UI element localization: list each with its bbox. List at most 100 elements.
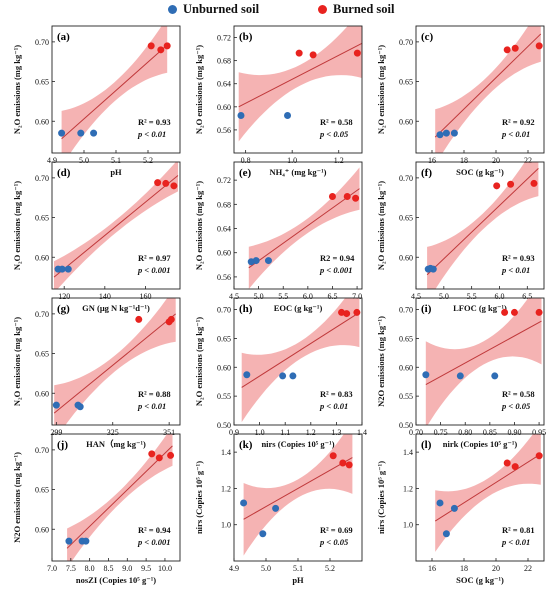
confidence-band: [425, 298, 542, 425]
plot-area: [243, 434, 353, 556]
p-value-label: p < 0.05: [319, 537, 349, 547]
fit-line: [248, 188, 360, 269]
y-tick-label: 0.70: [35, 174, 49, 183]
burned-point: [162, 179, 170, 187]
burned-point: [154, 179, 162, 187]
x-axis-label: LFOC (g kg⁻¹): [453, 303, 507, 313]
x-tick-label: 0.8: [241, 156, 251, 165]
y-axis-label: N₂O emissions (mg kg⁻¹): [194, 181, 204, 270]
y-tick-label: 0.60: [35, 525, 49, 534]
x-tick-label: 5.0: [79, 156, 89, 165]
panel-label: (k): [239, 439, 253, 451]
unburned-point: [65, 537, 73, 545]
burned-point: [535, 42, 543, 50]
panel-label: (d): [57, 167, 71, 179]
unburned-point: [243, 371, 251, 379]
x-tick-label: 7.0: [352, 292, 362, 301]
y-tick-label: 0.60: [35, 253, 49, 262]
y-tick-label: 0.64: [217, 225, 231, 234]
y-tick-label: 0.60: [399, 363, 413, 372]
y-tick-label: 1.4: [221, 448, 231, 457]
panel-label: (c): [421, 31, 434, 43]
p-value-label: p < 0.01: [319, 401, 348, 411]
x-axis-label: GN (μg N kg⁻¹d⁻¹): [82, 303, 150, 313]
burned-point: [511, 44, 519, 52]
unburned-point: [58, 129, 66, 137]
unburned-point: [491, 372, 499, 380]
legend-burned: Burned soil: [318, 2, 394, 17]
unburned-point: [52, 401, 60, 409]
x-tick-label: 5.1: [111, 156, 121, 165]
burned-point: [339, 459, 347, 467]
legend-burned-marker: [318, 5, 327, 14]
axes-frame: [415, 297, 545, 426]
unburned-point: [450, 504, 458, 512]
x-axis-label: NH₄⁺ (mg kg⁻¹): [269, 167, 326, 177]
panel-label: (l): [421, 439, 432, 451]
x-tick-label: 20: [492, 156, 500, 165]
x-tick-label: 5.0: [261, 564, 271, 573]
x-axis-label: nirs (Copies 10⁵ g⁻¹): [261, 439, 334, 449]
axes-frame: [51, 161, 181, 290]
x-tick-label: 18: [460, 156, 468, 165]
r-squared-label: R² = 0.83: [320, 389, 353, 399]
burned-point: [511, 463, 519, 471]
y-tick-label: 0.50: [399, 421, 413, 430]
x-tick-label: 20: [492, 564, 500, 573]
chart-panel: 7.0 7.5 8.0 8.5 9.0 9.5 10.0 0.60 0.65 0.70 (j) R² …: [8, 428, 188, 608]
y-tick-label: 1.2: [221, 484, 231, 493]
plot-area: [426, 162, 539, 289]
p-value-label: p < 0.05: [501, 401, 531, 411]
x-tick-label: 0.9: [229, 428, 239, 437]
panel-label: (e): [239, 167, 252, 179]
legend-unburned: Unburned soil: [168, 2, 259, 17]
y-axis-label: N₂O emissions (mg kg⁻¹): [194, 45, 204, 134]
burned-point: [535, 308, 543, 316]
chart-svg: 0.70 0.75 0.80 0.85 0.90 0.95 0.50 0.55 0.60 0.65…: [376, 297, 546, 449]
fit-line: [425, 320, 542, 386]
y-tick-label: 0.60: [217, 249, 231, 258]
fit-line: [426, 167, 539, 276]
y-tick-label: 0.50: [217, 421, 231, 430]
burned-point: [295, 49, 303, 57]
burned-point: [148, 450, 156, 458]
y-tick-label: 0.70: [399, 306, 413, 315]
y-tick-label: 0.72: [217, 34, 231, 43]
plot-area: [61, 26, 168, 153]
panel-label: (h): [239, 303, 253, 315]
confidence-band: [243, 434, 353, 556]
fit-line: [61, 44, 168, 140]
burned-point: [343, 310, 351, 318]
x-tick-label: 1.0: [287, 156, 297, 165]
r-squared-label: R² = 0.93: [138, 117, 171, 127]
y-tick-label: 1.0: [403, 521, 413, 530]
burned-point: [353, 308, 361, 316]
burned-point: [345, 461, 353, 469]
unburned-point: [289, 372, 297, 380]
y-tick-label: 1.2: [403, 484, 413, 493]
axes-frame: [233, 161, 363, 290]
y-tick-label: 0.56: [217, 273, 231, 282]
unburned-point: [58, 265, 66, 273]
unburned-point: [450, 129, 458, 137]
fit-line: [243, 457, 353, 520]
unburned-point: [284, 111, 292, 119]
burned-point: [167, 315, 175, 323]
unburned-point: [237, 111, 245, 119]
y-tick-label: 0.70: [399, 38, 413, 47]
chart-svg: 4.5 5.0 5.5 6.0 6.5 0.60 0.65 0.70 (f) R² = 0.93 p…: [376, 161, 545, 313]
panel-label: (i): [421, 303, 432, 315]
axes-frame: [51, 433, 181, 562]
confidence-band: [238, 26, 362, 142]
chart-svg: 4.9 5.0 5.1 5.2 1.0 1.2 1.4 (k) R² = 0.69 p < 0.0…: [194, 433, 363, 585]
unburned-point: [82, 537, 90, 545]
legend-unburned-marker: [168, 5, 177, 14]
plot-area: [434, 26, 542, 153]
burned-point: [530, 179, 538, 187]
x-tick-label: 1.1: [280, 428, 290, 437]
chart-svg: 16 18 20 22 1.0 1.2 1.4 (l) R² = 0.81 p < 0.01 SOC…: [376, 433, 545, 585]
chart-svg: 16 18 20 22 0.60 0.65 0.70 (c) R² = 0.92 p < 0.01…: [376, 25, 545, 177]
unburned-point: [252, 257, 260, 265]
unburned-point: [264, 257, 272, 265]
burned-point: [343, 192, 351, 200]
